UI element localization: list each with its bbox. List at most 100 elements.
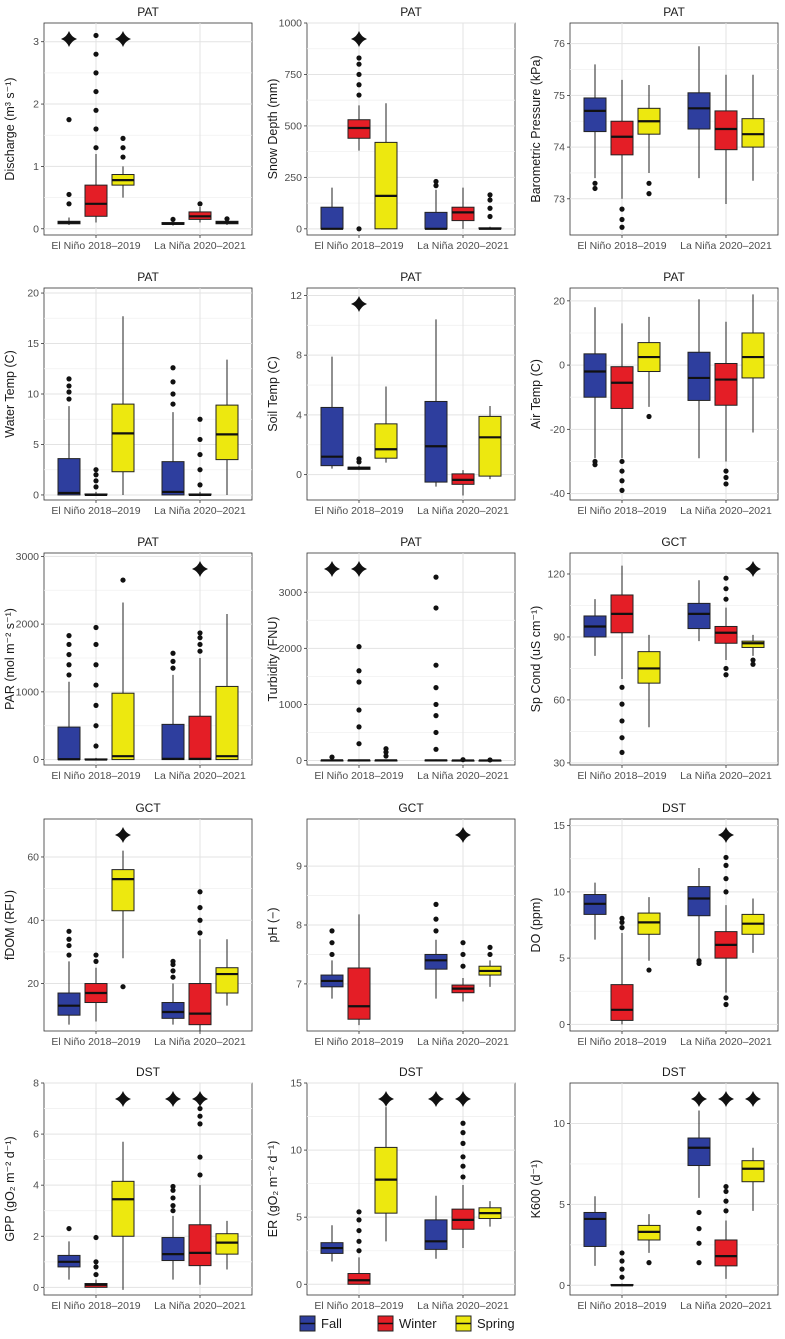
box-winter: [188, 1105, 212, 1285]
x-tick-label: El Niño 2018–2019: [577, 770, 666, 782]
outlier-point: [487, 205, 493, 211]
y-tick-label: 0: [559, 1280, 565, 1292]
y-tick-label: 15: [27, 338, 39, 350]
outlier-point: [66, 1225, 72, 1232]
y-tick-label: 10: [553, 1118, 565, 1130]
outlier-point: [93, 958, 99, 964]
box-body: [215, 967, 239, 994]
box-fall: [424, 574, 448, 762]
outlier-point: [170, 974, 176, 980]
outlier-point: [723, 596, 729, 602]
outlier-point: [460, 1140, 466, 1146]
outlier-point: [619, 478, 625, 484]
y-tick-label: 15: [290, 1078, 302, 1090]
outlier-point: [723, 665, 729, 672]
outlier-point: [723, 1183, 729, 1190]
significance-star-icon: [351, 31, 367, 47]
x-tick-label: El Niño 2018–2019: [577, 1036, 666, 1048]
y-tick-label: 10: [290, 1145, 302, 1157]
y-tick-label: -20: [550, 424, 565, 436]
y-axis-label: Barometric Pressure (kPa): [529, 55, 543, 202]
x-tick-label: La Niña 2020–2021: [154, 770, 246, 782]
box-spring: [111, 1141, 135, 1290]
outlier-point: [120, 135, 126, 141]
panel-title: PAT: [663, 5, 685, 19]
box-winter: [610, 1250, 634, 1287]
outlier-point: [93, 1259, 99, 1265]
outlier-point: [619, 468, 625, 474]
outlier-point: [170, 401, 176, 407]
outlier-point: [487, 192, 493, 198]
outlier-point: [120, 145, 126, 151]
plot-area: [306, 552, 516, 766]
outlier-point: [197, 648, 203, 654]
panel-title: PAT: [400, 535, 422, 549]
outlier-point: [197, 201, 203, 207]
outlier-point: [93, 70, 99, 76]
outlier-point: [66, 662, 72, 668]
box-body: [161, 1237, 185, 1262]
outlier-point: [750, 657, 756, 663]
outlier-point: [433, 701, 439, 708]
y-axis-label: Turbidity (FNU): [266, 617, 280, 702]
outlier-point: [646, 180, 652, 186]
box-spring: [215, 359, 239, 495]
y-tick-label: 4: [296, 409, 302, 421]
box-body: [741, 1160, 765, 1183]
box-body: [374, 423, 398, 459]
y-axis-label: Discharge (m³ s⁻¹): [3, 77, 17, 180]
outlier-point: [120, 577, 126, 583]
panel-3: PAT 73 74 75 76 El Niño 2018–2019 La Niña 2020…: [529, 5, 779, 252]
y-tick-label: 74: [553, 142, 565, 154]
panel-9: GCT 30 60 90 120 El Niño 2018–2019 La Niña 202…: [529, 535, 779, 782]
significance-star-icon: [351, 561, 367, 577]
outlier-point: [433, 183, 439, 189]
box-spring: [374, 1107, 398, 1242]
outlier-point: [170, 1208, 176, 1214]
box-body: [188, 1224, 212, 1267]
significance-star-icon: [115, 827, 131, 843]
outlier-point: [93, 126, 99, 132]
box-fall: [57, 1225, 81, 1280]
panel-13: DST 0 2 4 6 8 El Niño 2018–2019 La Niña 2020–20…: [3, 1065, 253, 1312]
outlier-point: [460, 1120, 466, 1126]
outlier-point: [66, 936, 72, 942]
box-winter: [451, 187, 475, 229]
box-fall: [320, 356, 344, 469]
outlier-point: [329, 951, 335, 958]
box-fall: [583, 599, 607, 656]
significance-star-icon: [745, 1091, 761, 1107]
outlier-point: [433, 662, 439, 668]
legend-label: Spring: [477, 1316, 515, 1331]
outlier-point: [120, 154, 126, 160]
box-spring: [111, 850, 135, 990]
outlier-point: [696, 1226, 702, 1232]
x-tick-label: La Niña 2020–2021: [417, 770, 509, 782]
x-tick-label: El Niño 2018–2019: [51, 505, 140, 517]
outlier-point: [487, 213, 493, 220]
y-tick-label: 0: [33, 489, 39, 501]
outlier-point: [723, 876, 729, 882]
outlier-point: [170, 650, 176, 656]
box-winter: [347, 914, 371, 1026]
box-winter: [714, 854, 738, 1008]
significance-star-icon: [324, 561, 340, 577]
outlier-point: [723, 1188, 729, 1195]
outlier-point: [696, 1240, 702, 1246]
box-fall: [161, 958, 185, 1025]
y-tick-label: 1000: [279, 18, 303, 30]
x-tick-label: El Niño 2018–2019: [51, 770, 140, 782]
box-fall: [583, 1196, 607, 1266]
outlier-point: [723, 672, 729, 678]
box-spring: [741, 1147, 765, 1211]
y-tick-label: 10: [27, 389, 39, 401]
outlier-point: [93, 472, 99, 478]
legend-label: Fall: [321, 1316, 342, 1331]
plot-area: [569, 552, 779, 766]
significance-star-icon: [351, 296, 367, 312]
box-body: [111, 692, 135, 761]
box-fall: [583, 307, 607, 468]
y-axis-label: ER (gO₂ m⁻² d⁻¹): [266, 1141, 280, 1238]
outlier-point: [197, 889, 203, 895]
outlier-point: [197, 1154, 203, 1160]
